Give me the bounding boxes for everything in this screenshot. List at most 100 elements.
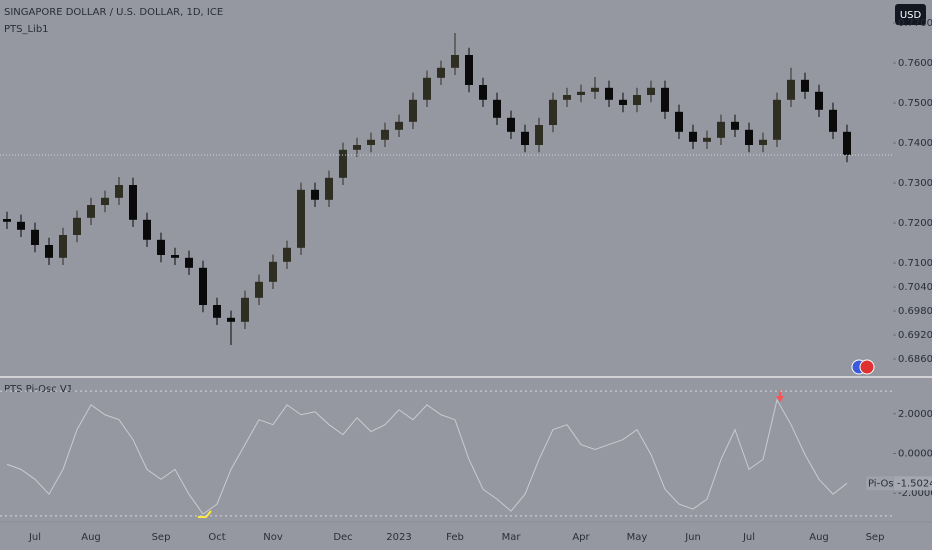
x-tick-label: Jul (28, 532, 41, 543)
x-tick-label: Sep (866, 532, 885, 543)
sell-signal (776, 390, 784, 402)
candle-body (843, 131, 851, 155)
chart-title: SINGAPORE DOLLAR / U.S. DOLLAR, 1D, ICE (4, 7, 223, 18)
candle-body (59, 235, 67, 258)
y-tick-label: 0.7040 (898, 282, 932, 293)
currency-label[interactable]: USD (900, 10, 922, 21)
candle-body (675, 111, 683, 132)
x-tick-label: Nov (263, 532, 283, 543)
y-tick-label: 2.0000 (898, 409, 932, 420)
candle-body (521, 131, 529, 145)
x-tick-label: Aug (809, 532, 829, 543)
candle-body (647, 87, 655, 95)
x-tick-label: Mar (502, 532, 522, 543)
candle-body (367, 139, 375, 145)
candle-body (591, 87, 599, 92)
y-tick-label: 0.0000 (898, 448, 932, 459)
candle-body (311, 189, 319, 200)
y-tick-label: 0.7400 (898, 138, 932, 149)
candle-body (255, 281, 263, 298)
candle-body (199, 267, 207, 305)
y-tick-label: 0.6920 (898, 330, 932, 341)
candle-body (577, 91, 585, 95)
candle-body (479, 85, 487, 100)
candle-body (465, 55, 473, 85)
candle-body (437, 67, 445, 78)
candle-body (73, 217, 81, 235)
candle-body (339, 149, 347, 178)
x-tick-label: Dec (333, 532, 352, 543)
candle-body (185, 257, 193, 268)
candle-body (773, 99, 781, 140)
candle-body (619, 99, 627, 105)
x-tick-label: Apr (572, 532, 590, 543)
last-value: -1.5024 (897, 478, 932, 489)
candle-body (157, 239, 165, 255)
candle-body (31, 229, 39, 245)
candle-body (129, 185, 137, 220)
x-tick-label: Aug (81, 532, 101, 543)
candle-body (283, 247, 291, 262)
candle-body (759, 139, 767, 145)
candle-body (535, 125, 543, 145)
candle-body (661, 87, 669, 112)
y-tick-label: 0.7600 (898, 58, 932, 69)
candle-body (213, 305, 221, 318)
candle-body (45, 245, 53, 258)
candle-body (353, 145, 361, 150)
series-name-box (866, 476, 893, 491)
candle-body (17, 221, 25, 230)
x-tick-label: Jul (742, 532, 755, 543)
candle-body (3, 219, 11, 222)
y-tick-label: 0.6860 (898, 354, 932, 365)
candle-body (801, 79, 809, 92)
x-tick-label: Jun (684, 532, 701, 543)
candle-body (143, 219, 151, 240)
x-tick-label: Oct (208, 532, 225, 543)
candle-body (325, 177, 333, 200)
candle-body (815, 91, 823, 110)
candle-body (787, 79, 795, 100)
candle-body (703, 137, 711, 142)
last-value-box (894, 476, 932, 491)
oscillator-line (6, 398, 848, 515)
candle-body (227, 317, 235, 322)
x-tick-label: Feb (446, 532, 464, 543)
candle-body (115, 185, 123, 198)
candle-body (689, 131, 697, 142)
indicator-title: PTS_Lib1 (4, 24, 49, 35)
oscillator-title: PTS Pi-Osc V1 (4, 384, 73, 395)
candle-body (717, 121, 725, 138)
candle-body (269, 261, 277, 282)
candle-body (731, 121, 739, 130)
y-tick-label: 0.7300 (898, 178, 932, 189)
y-tick-label: -2.0000 (898, 488, 932, 499)
candle-body (563, 95, 571, 100)
candle-body (395, 121, 403, 130)
candle-body (423, 77, 431, 100)
x-tick-label: 2023 (386, 532, 411, 543)
series-name: Pi-Osc (868, 478, 899, 489)
x-tick-label: Sep (152, 532, 171, 543)
y-tick-label: 0.7500 (898, 98, 932, 109)
candle-body (381, 129, 389, 140)
y-tick-label: 0.7200 (898, 218, 932, 229)
candle-body (171, 255, 179, 258)
y-tick-label: 0.6980 (898, 306, 932, 317)
candle-body (633, 95, 641, 105)
candle-body (745, 129, 753, 145)
candle-body (493, 99, 501, 118)
buy-signal (198, 510, 212, 518)
candle-body (101, 197, 109, 205)
candle-body (409, 99, 417, 122)
y-tick-label: 0.7700 (898, 18, 932, 29)
candle-body (829, 109, 837, 132)
candle-body (605, 87, 613, 100)
flags-icon (851, 359, 875, 375)
currency-button[interactable] (895, 4, 926, 25)
candle-body (549, 99, 557, 125)
candle-body (451, 55, 459, 68)
